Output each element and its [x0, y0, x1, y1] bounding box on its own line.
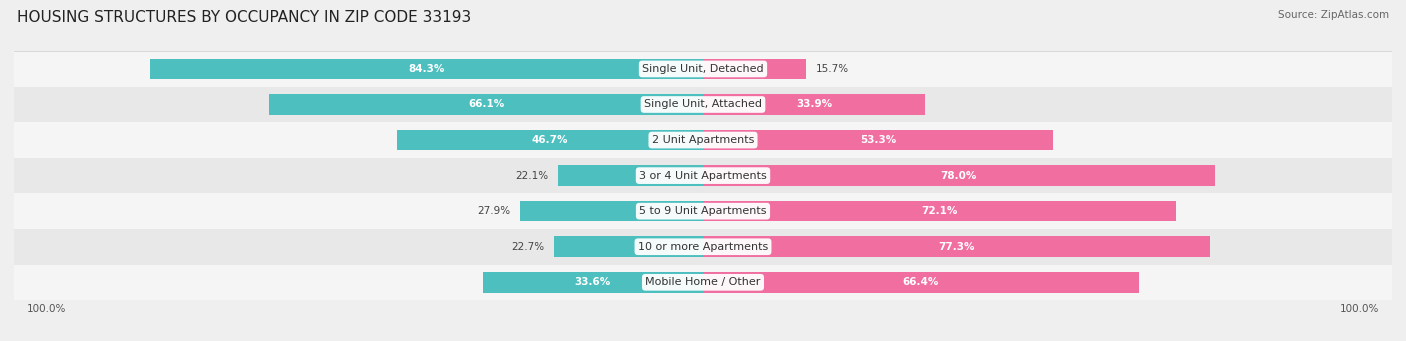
Bar — [703, 272, 1139, 293]
Bar — [14, 229, 1392, 265]
Bar — [150, 59, 703, 79]
Bar — [14, 51, 1392, 87]
Text: 22.1%: 22.1% — [515, 170, 548, 181]
Text: 78.0%: 78.0% — [941, 170, 977, 181]
Bar — [396, 130, 703, 150]
Bar — [270, 94, 703, 115]
Bar — [14, 193, 1392, 229]
Text: 27.9%: 27.9% — [477, 206, 510, 216]
Bar — [703, 236, 1211, 257]
Text: 10 or more Apartments: 10 or more Apartments — [638, 242, 768, 252]
Bar — [14, 158, 1392, 193]
Bar — [14, 122, 1392, 158]
Bar — [703, 94, 925, 115]
Bar — [554, 236, 703, 257]
Bar — [703, 201, 1175, 222]
Text: 15.7%: 15.7% — [815, 64, 849, 74]
Text: 84.3%: 84.3% — [408, 64, 444, 74]
Bar — [703, 165, 1215, 186]
Text: 53.3%: 53.3% — [859, 135, 896, 145]
Text: 72.1%: 72.1% — [921, 206, 957, 216]
Text: Single Unit, Attached: Single Unit, Attached — [644, 100, 762, 109]
Text: 5 to 9 Unit Apartments: 5 to 9 Unit Apartments — [640, 206, 766, 216]
Text: 66.1%: 66.1% — [468, 100, 505, 109]
Bar — [703, 59, 806, 79]
Text: 3 or 4 Unit Apartments: 3 or 4 Unit Apartments — [640, 170, 766, 181]
Bar — [558, 165, 703, 186]
Text: Source: ZipAtlas.com: Source: ZipAtlas.com — [1278, 10, 1389, 20]
Bar — [482, 272, 703, 293]
Bar — [14, 87, 1392, 122]
Bar — [520, 201, 703, 222]
Text: 2 Unit Apartments: 2 Unit Apartments — [652, 135, 754, 145]
Text: Mobile Home / Other: Mobile Home / Other — [645, 277, 761, 287]
Text: 33.9%: 33.9% — [796, 100, 832, 109]
Text: 33.6%: 33.6% — [575, 277, 610, 287]
Text: HOUSING STRUCTURES BY OCCUPANCY IN ZIP CODE 33193: HOUSING STRUCTURES BY OCCUPANCY IN ZIP C… — [17, 10, 471, 25]
Text: 77.3%: 77.3% — [938, 242, 974, 252]
Text: 46.7%: 46.7% — [531, 135, 568, 145]
Text: 66.4%: 66.4% — [903, 277, 939, 287]
Bar — [14, 265, 1392, 300]
Text: Single Unit, Detached: Single Unit, Detached — [643, 64, 763, 74]
Text: 22.7%: 22.7% — [512, 242, 544, 252]
Bar — [703, 130, 1053, 150]
